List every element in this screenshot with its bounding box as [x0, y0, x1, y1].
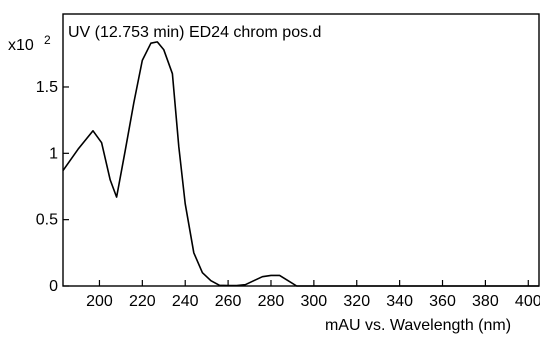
x-tick-label: 360	[429, 293, 456, 310]
x-tick-label: 380	[472, 293, 499, 310]
x-tick-label: 200	[86, 293, 113, 310]
plot-frame	[62, 13, 540, 287]
chart-title: UV (12.753 min) ED24 chrom pos.d	[68, 24, 321, 41]
series-line	[62, 41, 539, 287]
y-multiplier-label: x10	[8, 37, 34, 54]
y-tick-label: 0.5	[36, 212, 58, 229]
y-tick-label: 1.5	[36, 79, 58, 96]
y-tick-label: 1	[49, 145, 58, 162]
x-tick-label: 240	[172, 293, 199, 310]
x-axis-ticks: 200 220 240 260 280 300 320 340 360 380 400	[86, 280, 540, 310]
y-axis-ticks: 0 0.5 1 1.5	[36, 79, 69, 295]
x-tick-label: 400	[515, 293, 540, 310]
y-multiplier-exponent: 2	[44, 33, 51, 47]
x-tick-label: 300	[301, 293, 328, 310]
x-axis-title: mAU vs. Wavelength (nm)	[325, 317, 511, 334]
x-tick-label: 260	[215, 293, 242, 310]
x-tick-label: 280	[258, 293, 285, 310]
x-tick-label: 340	[386, 293, 413, 310]
x-tick-label: 320	[343, 293, 370, 310]
x-tick-label: 220	[129, 293, 156, 310]
y-tick-label: 0	[49, 278, 58, 295]
